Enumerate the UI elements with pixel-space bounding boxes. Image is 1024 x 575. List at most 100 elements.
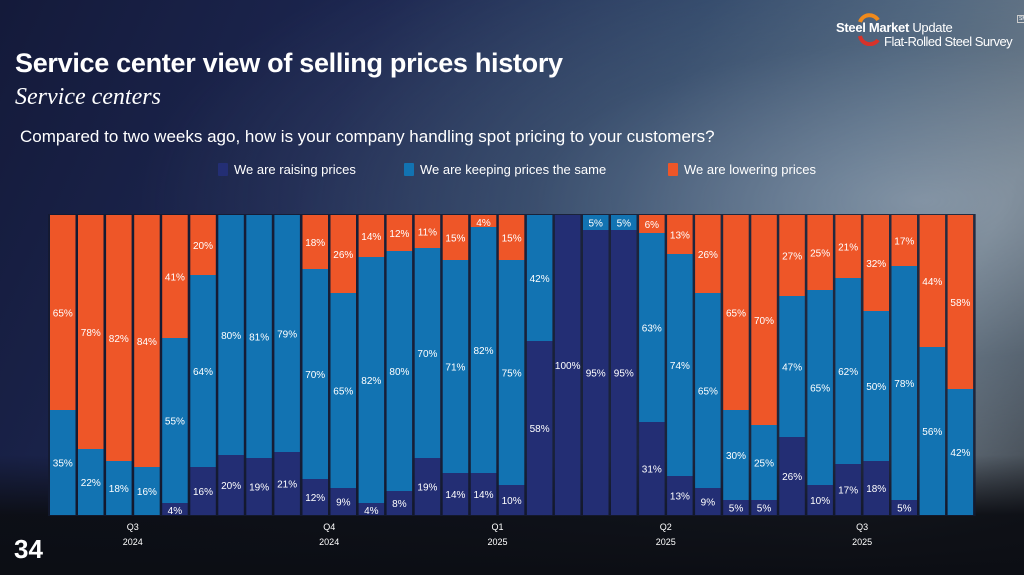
bar-segment-raising xyxy=(611,230,637,515)
legend-swatch-lowering xyxy=(668,163,678,176)
data-label-lowering: 65% xyxy=(726,309,746,320)
bar-segment-raising xyxy=(554,215,581,515)
bar-segment-lowering xyxy=(723,215,749,410)
bar-segment-lowering xyxy=(498,215,525,260)
bar-segment-raising xyxy=(218,455,244,515)
x-tick-year: 2024 xyxy=(319,537,339,547)
data-label-raising: 10% xyxy=(502,496,522,507)
bar-segment-raising xyxy=(751,500,777,515)
data-label-same: 82% xyxy=(473,346,493,357)
data-label-raising: 14% xyxy=(445,490,465,501)
data-label-lowering: 58% xyxy=(950,298,970,309)
data-label-same: 65% xyxy=(810,384,830,395)
data-label-same: 56% xyxy=(922,427,942,438)
data-label-lowering: 4% xyxy=(476,218,491,229)
bar-segment-lowering xyxy=(78,215,104,449)
bar-segment-lowering xyxy=(470,215,497,227)
logo-brand: Steel Market Update xyxy=(836,20,953,35)
data-label-lowering: 32% xyxy=(866,259,886,270)
bar-segment-raising xyxy=(639,422,665,515)
bar-segment-raising xyxy=(414,458,441,515)
logo-survey-name: Flat-Rolled Steel Survey xyxy=(884,34,1013,49)
bar-segment-same xyxy=(134,467,160,515)
data-label-lowering: 6% xyxy=(645,220,660,231)
bar-segment-raising xyxy=(807,485,833,515)
bar-segment-lowering xyxy=(358,215,385,257)
bar-segment-lowering xyxy=(106,215,132,461)
data-label-same: 64% xyxy=(193,367,213,378)
bar-segment-lowering xyxy=(50,215,76,410)
bar-segment-same xyxy=(274,215,300,452)
data-label-lowering: 14% xyxy=(361,232,381,243)
data-label-same: 70% xyxy=(417,349,437,360)
bar-segment-same xyxy=(162,338,188,503)
bar-segment-raising xyxy=(162,503,188,515)
bar-segment-raising xyxy=(190,467,216,515)
bar-segment-raising xyxy=(526,341,553,515)
data-label-raising: 100% xyxy=(555,361,581,372)
data-label-raising: 21% xyxy=(277,480,297,491)
data-label-same: 71% xyxy=(445,363,465,374)
data-label-same: 50% xyxy=(866,382,886,393)
data-label-lowering: 78% xyxy=(81,328,101,339)
bar-segment-raising xyxy=(358,503,385,515)
bar-segment-same xyxy=(302,269,328,479)
bar-segment-same xyxy=(639,233,665,422)
data-label-same: 35% xyxy=(53,459,73,470)
bar-segment-raising xyxy=(330,488,356,515)
x-tick-quarter: Q1 xyxy=(491,522,503,532)
bar-segment-lowering xyxy=(947,215,974,389)
data-label-raising: 5% xyxy=(757,504,772,515)
data-label-same: 78% xyxy=(894,379,914,390)
data-label-same: 65% xyxy=(698,387,718,398)
bar-segment-raising xyxy=(246,458,272,515)
bar-segment-raising xyxy=(695,488,721,515)
bar-segment-same xyxy=(835,278,861,464)
bar-segment-lowering xyxy=(807,215,833,290)
data-label-raising: 20% xyxy=(221,481,241,492)
bar-segment-lowering xyxy=(134,215,160,467)
bar-segment-lowering xyxy=(414,215,441,248)
bar-segment-lowering xyxy=(442,215,469,260)
data-label-lowering: 18% xyxy=(305,238,325,249)
data-label-raising: 18% xyxy=(866,484,886,495)
data-label-lowering: 17% xyxy=(894,237,914,248)
data-label-lowering: 11% xyxy=(418,228,437,239)
data-label-raising: 5% xyxy=(729,504,744,515)
page-title: Service center view of selling prices hi… xyxy=(15,48,563,78)
data-label-lowering: 26% xyxy=(698,250,718,261)
bar-segment-same xyxy=(807,290,833,485)
logo-brand-light: Update xyxy=(912,20,953,35)
bar-segment-same xyxy=(526,215,553,341)
bar-segment-lowering xyxy=(695,215,721,293)
x-tick-year: 2025 xyxy=(487,537,507,547)
data-label-lowering: 82% xyxy=(109,334,129,345)
bar-segment-lowering xyxy=(667,215,693,254)
data-label-lowering: 26% xyxy=(333,250,353,261)
x-tick-year: 2025 xyxy=(656,537,676,547)
bar-segment-raising xyxy=(779,437,805,515)
data-label-lowering: 20% xyxy=(193,241,213,252)
bar-segment-same xyxy=(442,260,469,473)
data-label-raising: 19% xyxy=(249,483,269,494)
data-label-lowering: 44% xyxy=(922,277,942,288)
bar-segment-raising xyxy=(470,473,497,515)
bar-segment-same xyxy=(667,254,693,476)
data-label-raising: 8% xyxy=(392,499,407,510)
data-label-raising: 9% xyxy=(701,498,716,509)
bar-segment-same xyxy=(947,389,974,515)
bar-segment-same xyxy=(611,215,637,230)
data-label-same: 75% xyxy=(502,369,522,380)
bar-segment-same xyxy=(106,461,132,515)
bar-segment-same xyxy=(358,257,385,503)
legend-swatch-same xyxy=(404,163,414,176)
data-label-same: 42% xyxy=(950,448,970,459)
data-label-lowering: 84% xyxy=(137,337,157,348)
data-label-raising: 19% xyxy=(417,483,437,494)
bar-segment-raising xyxy=(583,230,609,515)
legend-label-raising: We are raising prices xyxy=(234,162,356,177)
bar-segment-raising xyxy=(863,461,889,515)
data-label-same: 62% xyxy=(838,367,858,378)
data-label-same: 63% xyxy=(642,324,662,335)
data-label-same: 65% xyxy=(333,387,353,398)
